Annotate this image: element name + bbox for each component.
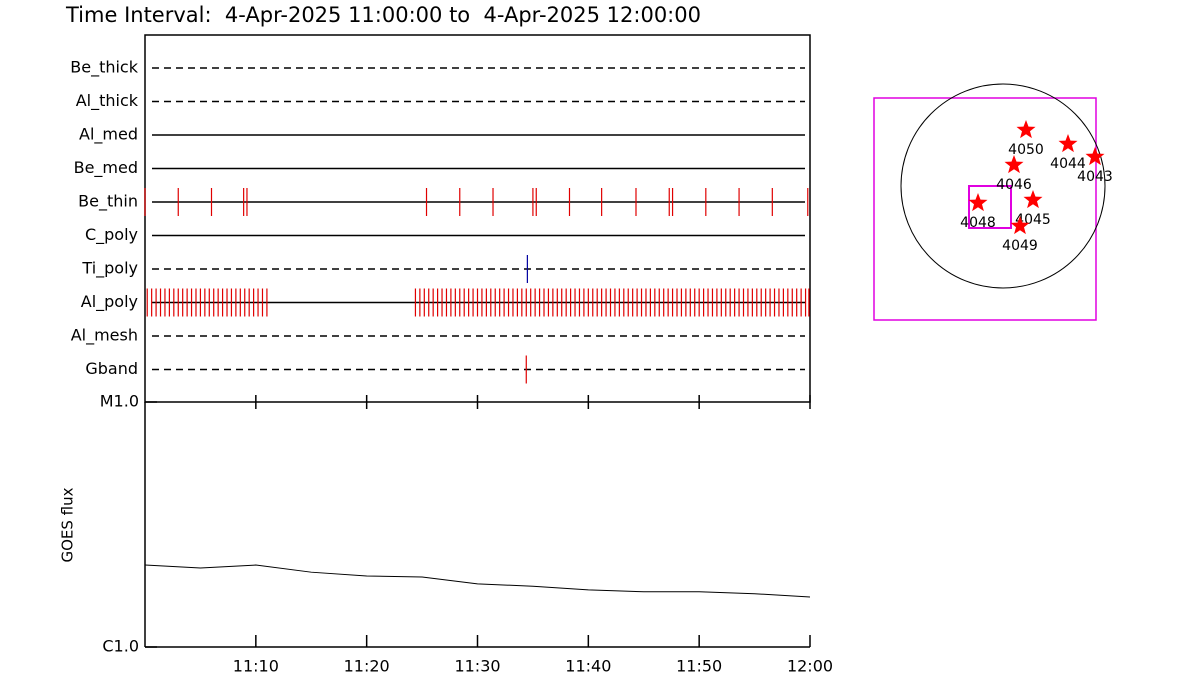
fov-small [968,185,1012,229]
region-label: 4043 [1077,169,1113,185]
fov-box [873,97,1097,321]
y-tick-label: C1.0 [102,637,139,656]
row-label: Gband [85,359,138,378]
region-marker [968,193,988,212]
chart-title: Time Interval: 4-Apr-2025 11:00:00 to 4-… [65,3,701,27]
x-tick-label: 11:40 [565,657,611,676]
x-tick-label: 12:00 [787,657,833,676]
region-marker [1004,155,1024,174]
x-tick-label: 11:50 [676,657,722,676]
y-axis-label: GOES flux [59,487,77,562]
region-label: 4046 [996,177,1032,193]
row-label: Al_med [79,125,138,145]
row-label: Be_thick [70,58,138,78]
region-marker [1023,190,1043,209]
row-label: Al_poly [81,292,138,312]
row-label: C_poly [85,225,138,245]
region-label: 4048 [960,215,996,231]
x-tick-label: 11:10 [233,657,279,676]
region-marker [1058,134,1078,153]
top-frame [144,34,811,403]
region-marker [1016,120,1036,139]
region-label: 4050 [1008,142,1044,158]
x-tick-label: 11:30 [454,657,500,676]
region-label: 4044 [1050,156,1086,172]
y-tick-label: M1.0 [100,392,139,411]
row-label: Be_thin [78,192,138,212]
x-tick-label: 11:20 [344,657,390,676]
region-label: 4049 [1002,238,1038,254]
row-label: Al_thick [76,91,139,111]
row-label: Al_mesh [71,326,138,346]
row-label: Be_med [74,158,138,178]
region-marker [1085,147,1105,166]
region-marker [1010,216,1030,235]
flux-line [144,564,811,598]
solar-disk [900,83,1106,289]
row-label: Ti_poly [81,259,138,279]
